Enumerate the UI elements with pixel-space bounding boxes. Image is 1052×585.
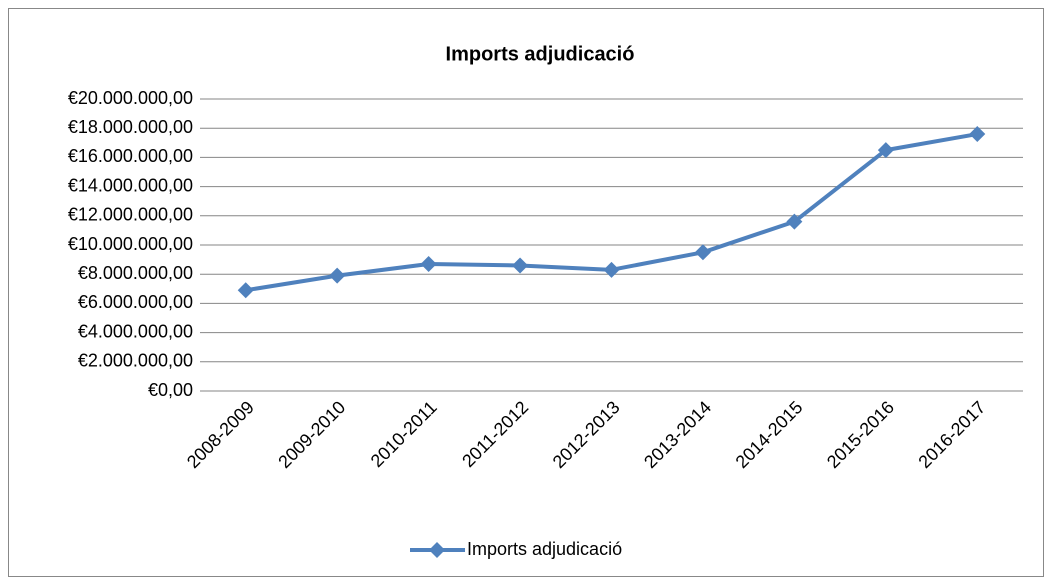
y-tick-label: €6.000.000,00: [78, 292, 193, 312]
y-tick-label: €8.000.000,00: [78, 263, 193, 283]
data-point: [786, 213, 803, 230]
y-tick-label: €0,00: [148, 380, 193, 400]
y-tick-label: €12.000.000,00: [68, 205, 193, 225]
data-point: [329, 267, 346, 284]
data-point: [969, 126, 986, 143]
y-tick-label: €20.000.000,00: [68, 88, 193, 108]
data-point: [877, 142, 894, 159]
chart-border: [8, 8, 1044, 577]
y-tick-label: €14.000.000,00: [68, 175, 193, 195]
y-tick-label: €18.000.000,00: [68, 117, 193, 137]
data-point: [512, 257, 529, 274]
data-point: [420, 255, 437, 272]
y-tick-label: €2.000.000,00: [78, 351, 193, 371]
data-point: [603, 261, 620, 278]
data-point: [694, 244, 711, 261]
chart-title: Imports adjudicació: [446, 43, 635, 65]
legend-marker: [429, 542, 445, 558]
data-point: [237, 282, 254, 299]
legend-label: Imports adjudicació: [467, 539, 622, 559]
y-tick-label: €10.000.000,00: [68, 234, 193, 254]
y-tick-label: €16.000.000,00: [68, 146, 193, 166]
y-tick-label: €4.000.000,00: [78, 321, 193, 341]
